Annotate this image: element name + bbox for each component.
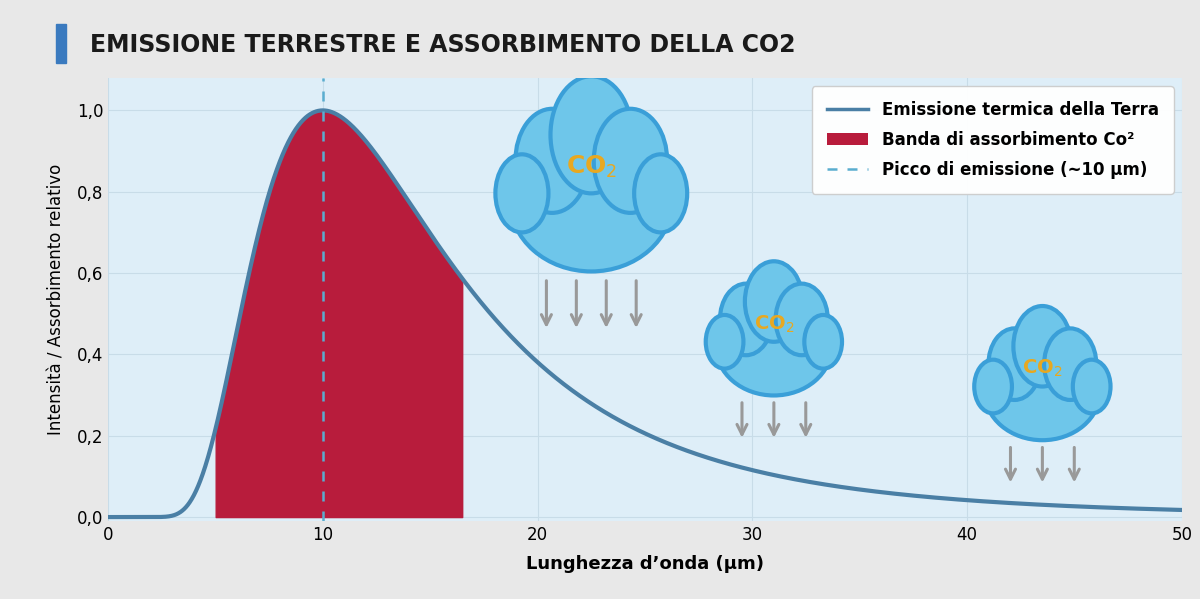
Ellipse shape bbox=[1044, 328, 1097, 400]
Text: CO$_2$: CO$_2$ bbox=[1022, 358, 1062, 379]
Ellipse shape bbox=[634, 155, 688, 232]
Text: CO$_2$: CO$_2$ bbox=[754, 313, 794, 335]
Ellipse shape bbox=[716, 297, 832, 395]
Ellipse shape bbox=[775, 284, 828, 355]
Ellipse shape bbox=[1073, 359, 1110, 413]
Ellipse shape bbox=[594, 109, 667, 213]
Ellipse shape bbox=[720, 284, 772, 355]
Y-axis label: Intensità / Assorbimento relativo: Intensità / Assorbimento relativo bbox=[48, 164, 66, 435]
Ellipse shape bbox=[984, 342, 1100, 440]
Ellipse shape bbox=[745, 261, 803, 342]
Text: EMISSIONE TERRESTRE E ASSORBIMENTO DELLA CO2: EMISSIONE TERRESTRE E ASSORBIMENTO DELLA… bbox=[90, 33, 796, 57]
Ellipse shape bbox=[496, 155, 548, 232]
Legend: Emissione termica della Terra, Banda di assorbimento Co², Picco di emissione (~1: Emissione termica della Terra, Banda di … bbox=[811, 86, 1174, 193]
Ellipse shape bbox=[1013, 306, 1072, 386]
Ellipse shape bbox=[551, 76, 632, 193]
Ellipse shape bbox=[804, 315, 842, 368]
X-axis label: Lunghezza d’onda (μm): Lunghezza d’onda (μm) bbox=[526, 555, 764, 573]
Ellipse shape bbox=[510, 128, 673, 271]
Ellipse shape bbox=[974, 359, 1012, 413]
Ellipse shape bbox=[989, 328, 1040, 400]
Ellipse shape bbox=[706, 315, 744, 368]
Ellipse shape bbox=[515, 109, 589, 213]
Text: CO$_2$: CO$_2$ bbox=[565, 154, 617, 180]
